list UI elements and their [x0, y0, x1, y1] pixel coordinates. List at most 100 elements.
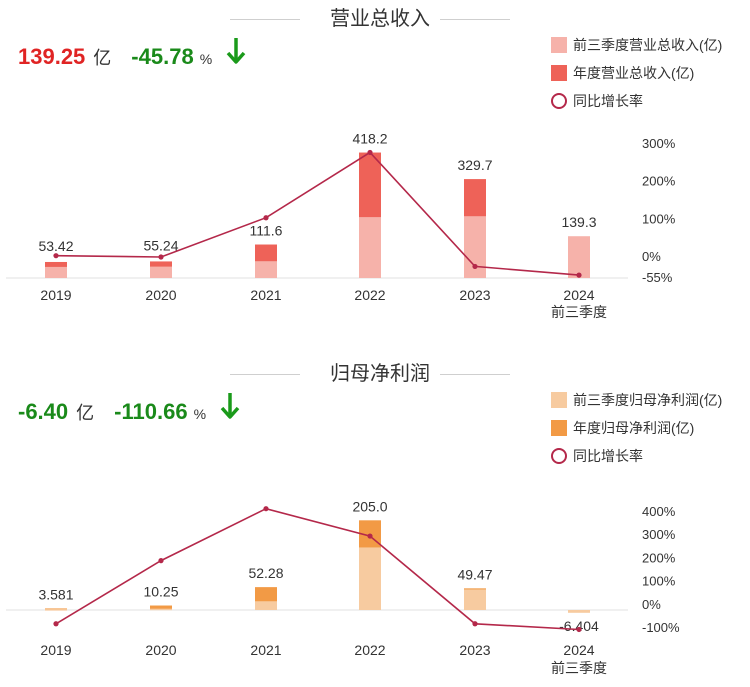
bar-q3	[45, 266, 67, 278]
data-label: 55.24	[143, 237, 178, 253]
data-label: 49.47	[457, 566, 492, 582]
bar-q3	[464, 216, 486, 278]
right-axis-tick: -100%	[642, 620, 680, 635]
bar-q3	[150, 266, 172, 278]
growth-rate-point	[472, 621, 478, 627]
right-axis-tick: 300%	[642, 136, 676, 151]
x-tick-label: 2023	[459, 642, 490, 658]
bar-q3	[45, 609, 67, 611]
data-label: 205.0	[352, 498, 387, 514]
right-axis-tick: 400%	[642, 504, 676, 519]
data-label: 139.3	[561, 214, 596, 230]
legend-ring-icon	[551, 93, 567, 109]
x-tick-label: 2022	[354, 287, 385, 303]
legend-swatch	[551, 392, 567, 408]
growth-rate-point	[472, 263, 478, 270]
headline-percent: -45.78	[131, 44, 194, 69]
headline: -6.40 亿 -110.66%	[18, 393, 240, 429]
headline: 139.25 亿 -45.78%	[18, 38, 246, 74]
data-label: 418.2	[352, 131, 387, 147]
legend-label: 年度归母净利润(亿)	[573, 420, 695, 436]
x-tick-label: 2022	[354, 642, 385, 658]
bar-annual	[150, 605, 172, 610]
legend-label: 同比增长率	[573, 448, 643, 464]
data-label: 111.6	[250, 223, 283, 239]
down-arrow-icon	[226, 36, 246, 71]
growth-rate-point	[263, 506, 269, 512]
revenue-plot: 53.42 2019 55.24 2020 111.6 2021 418.2 2022 329.…	[6, 131, 676, 321]
x-tick-label: 2020	[145, 287, 176, 303]
growth-rate-line	[55, 507, 580, 631]
bar-q3	[255, 261, 277, 278]
right-axis-tick: 0%	[642, 597, 661, 612]
x-tick-label: 2020	[145, 642, 176, 658]
x-tick-label: 2021	[250, 642, 281, 658]
legend-swatch	[551, 65, 567, 81]
x-tick-sublabel: 前三季度	[551, 660, 607, 677]
right-axis-tick: 100%	[642, 211, 676, 226]
x-tick-label: 2019	[40, 642, 71, 658]
right-axis-tick: 300%	[642, 527, 676, 542]
chart-title-row: 归母净利润	[0, 361, 750, 389]
growth-rate-point	[367, 533, 373, 539]
chart-title: 归母净利润	[330, 363, 430, 385]
data-label: 52.28	[248, 565, 283, 581]
growth-rate-point	[576, 626, 582, 633]
x-tick-label: 2023	[459, 287, 490, 303]
right-axis-tick: 100%	[642, 574, 676, 589]
right-axis-tick: 200%	[642, 550, 676, 565]
data-label: -6.404	[559, 618, 599, 634]
growth-rate-point	[158, 254, 164, 260]
headline-percent-unit: %	[193, 406, 207, 422]
chart-title: 营业总收入	[330, 8, 430, 30]
title-line-left	[230, 19, 300, 20]
data-label: 53.42	[38, 238, 73, 254]
right-axis-tick: 0%	[642, 249, 661, 264]
growth-rate-point	[367, 149, 373, 156]
growth-rate-line	[55, 151, 580, 276]
growth-rate-point	[53, 253, 59, 259]
headline-unit: 亿	[93, 48, 112, 68]
legend-label: 前三季度归母净利润(亿)	[573, 392, 723, 408]
x-tick-label: 2021	[250, 287, 281, 303]
net-profit-panel: 归母净利润 -6.40 亿 -110.66% 前三季度归母净利润(亿) 年度归母净利…	[0, 355, 750, 687]
growth-rate-point	[158, 558, 164, 564]
legend-label: 年度营业总收入(亿)	[573, 65, 695, 81]
legend: 前三季度营业总收入(亿) 年度营业总收入(亿) 同比增长率	[551, 36, 722, 120]
legend-ring-icon	[551, 448, 567, 464]
bar-q3	[255, 601, 277, 610]
bar-q3	[568, 236, 590, 278]
legend-swatch	[551, 37, 567, 53]
title-line-left	[230, 374, 300, 375]
legend-item-annual[interactable]: 年度营业总收入(亿)	[551, 64, 722, 92]
right-axis-tick: -55%	[642, 270, 673, 285]
legend-item-annual[interactable]: 年度归母净利润(亿)	[551, 419, 722, 447]
headline-percent: -110.66	[114, 399, 188, 424]
x-tick-label: 2024	[563, 642, 594, 658]
bar-q3	[359, 547, 381, 610]
title-line-right	[440, 374, 510, 375]
bar-q3	[359, 217, 381, 278]
x-tick-sublabel: 前三季度	[551, 304, 607, 321]
headline-unit: 亿	[76, 403, 95, 423]
legend-swatch	[551, 420, 567, 436]
bar-q3	[464, 589, 486, 610]
headline-value: -6.40	[18, 399, 69, 424]
bar-q3	[568, 610, 590, 613]
growth-rate-point	[576, 272, 582, 278]
data-label: 329.7	[457, 157, 492, 173]
net-profit-plot: 3.581 2019 10.25 2020 52.28 2021 205.0 2022 49.4…	[6, 498, 680, 677]
title-line-right	[440, 19, 510, 20]
data-label: 10.25	[143, 584, 178, 600]
down-arrow-icon	[220, 391, 240, 426]
legend-item-q3[interactable]: 前三季度营业总收入(亿)	[551, 36, 722, 64]
right-axis-tick: 200%	[642, 174, 676, 189]
x-tick-label: 2019	[40, 287, 71, 303]
legend-item-growth[interactable]: 同比增长率	[551, 447, 722, 475]
legend-item-growth[interactable]: 同比增长率	[551, 92, 722, 120]
legend-item-q3[interactable]: 前三季度归母净利润(亿)	[551, 391, 722, 419]
legend: 前三季度归母净利润(亿) 年度归母净利润(亿) 同比增长率	[551, 391, 722, 475]
legend-label: 前三季度营业总收入(亿)	[573, 37, 723, 53]
headline-percent-unit: %	[199, 51, 213, 67]
growth-rate-point	[263, 215, 269, 221]
